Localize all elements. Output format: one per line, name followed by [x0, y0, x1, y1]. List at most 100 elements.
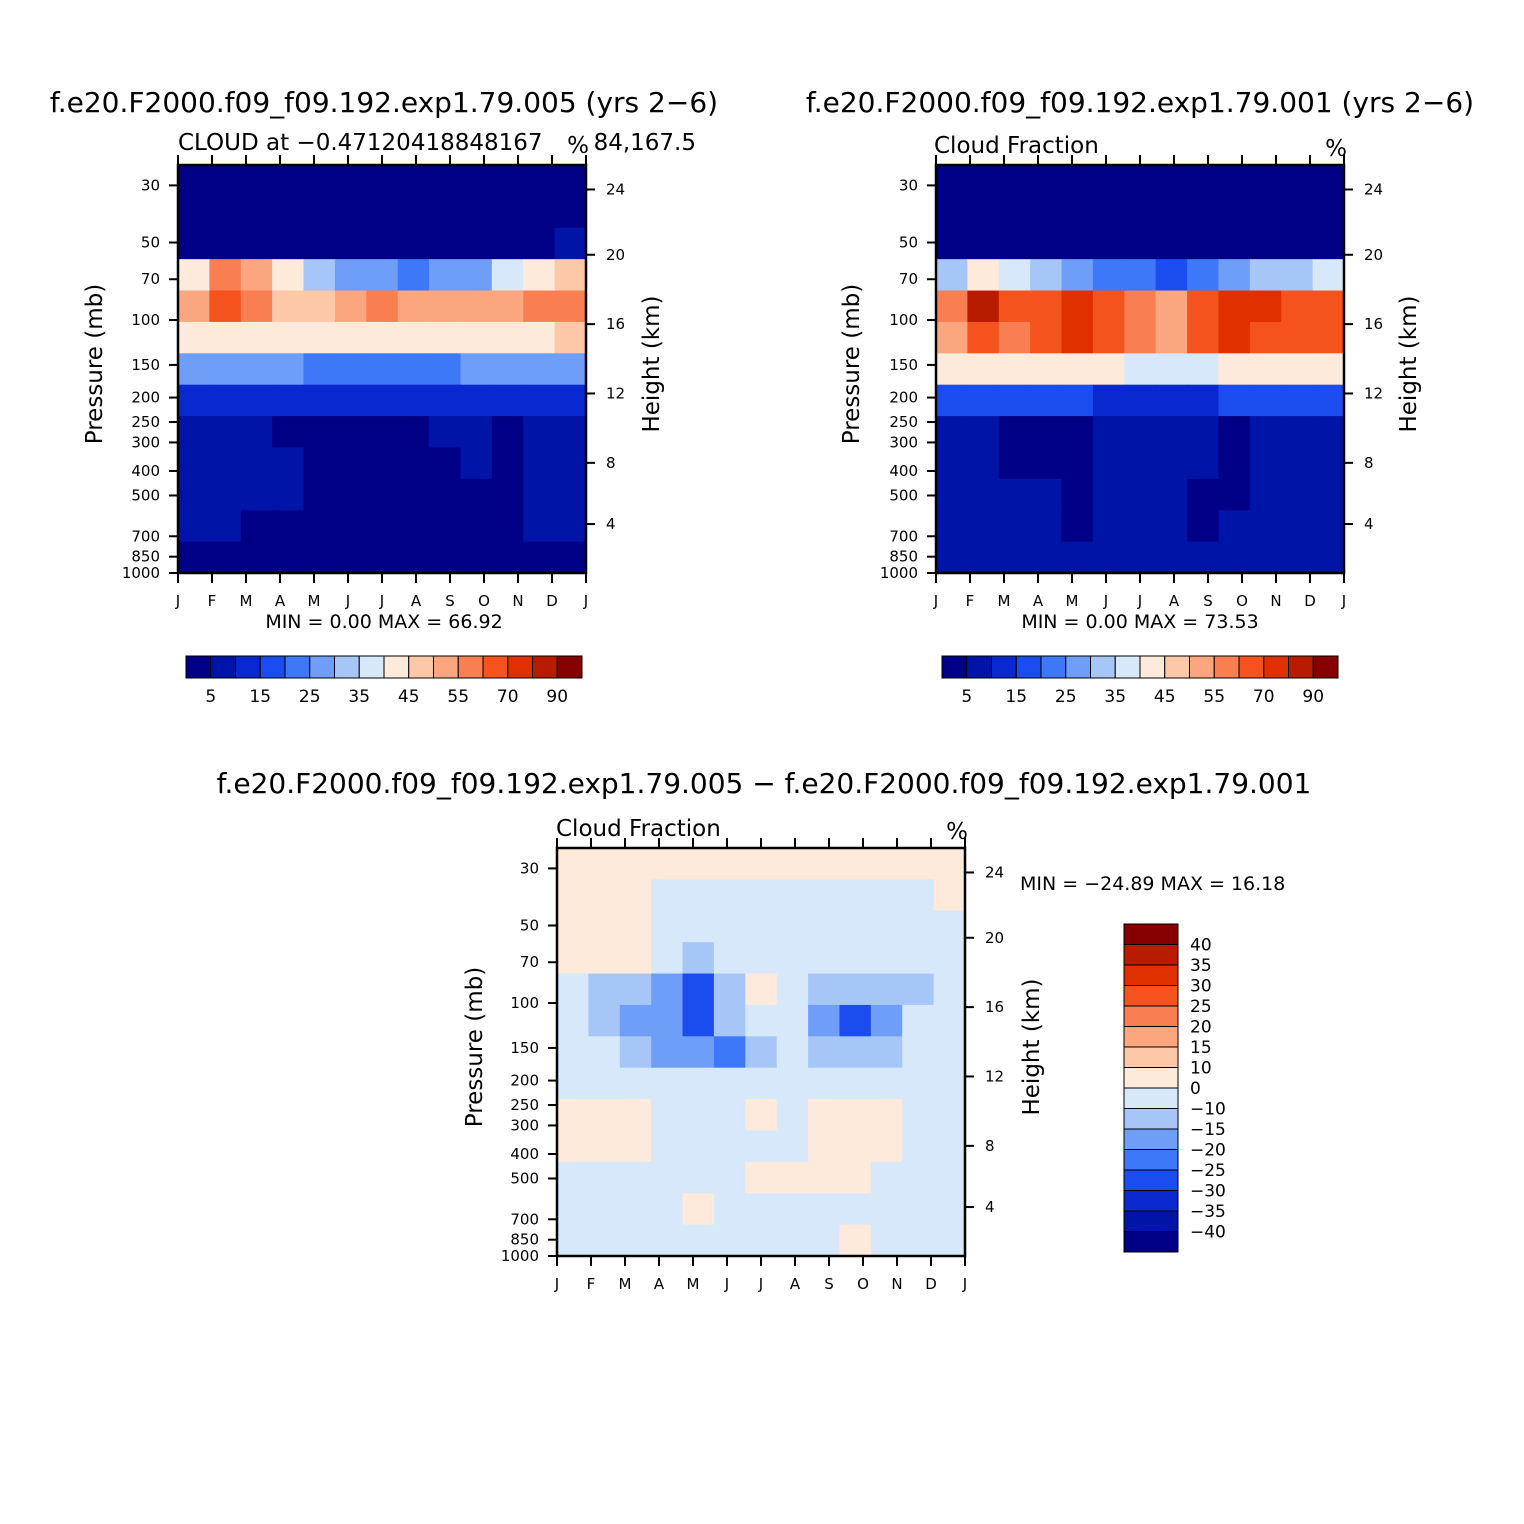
- contour-cell: [808, 1099, 841, 1132]
- contour-cell: [936, 384, 968, 417]
- contour-cell: [1092, 165, 1125, 197]
- contour-cell: [554, 321, 587, 354]
- contour-cell: [272, 478, 305, 511]
- colorbar-box: [1015, 655, 1042, 679]
- y2-axis-label: Height (km): [1396, 295, 1422, 432]
- contour-cell: [933, 1004, 966, 1037]
- contour-cell: [1281, 353, 1314, 386]
- x-tick-label: J: [724, 1275, 729, 1293]
- y-tick-label: 30: [520, 859, 539, 877]
- contour-cell: [1218, 165, 1251, 197]
- contour-cell: [366, 227, 399, 260]
- y-tick-label: 50: [899, 234, 918, 252]
- contour-cell: [1061, 165, 1094, 197]
- contour-cell: [776, 1193, 809, 1226]
- contour-cell: [1124, 384, 1157, 417]
- contour-cell: [209, 290, 242, 323]
- colorbar-box: [1312, 655, 1339, 679]
- contour-cell: [272, 384, 305, 417]
- contour-cell: [240, 510, 273, 543]
- contour-cell: [588, 1161, 621, 1194]
- colorbar-label: 15: [249, 687, 271, 707]
- contour-cell: [554, 447, 587, 480]
- contour-cell: [1030, 290, 1063, 323]
- y-tick-label: 150: [889, 356, 918, 374]
- contour-cell: [1061, 353, 1094, 386]
- contour-cell: [1124, 290, 1157, 323]
- contour-cell: [1124, 165, 1157, 197]
- contour-cell: [491, 510, 524, 543]
- colorbar-box: [309, 655, 335, 679]
- contour-cell: [334, 416, 367, 449]
- y-tick-label: 500: [889, 486, 918, 504]
- y-tick-label: 300: [510, 1116, 539, 1134]
- contour-cell: [1187, 384, 1220, 417]
- contour-cell: [839, 1004, 872, 1037]
- contour-cell: [1155, 259, 1188, 292]
- contour-cell: [1030, 510, 1063, 543]
- colorbar-box: [235, 655, 261, 679]
- contour-cell: [1187, 478, 1220, 511]
- contour-cell: [967, 510, 1000, 543]
- contour-cell: [1187, 290, 1220, 323]
- min-max-label: MIN = −24.89 MAX = 16.18: [1020, 873, 1285, 895]
- contour-cell: [303, 259, 336, 292]
- contour-cell: [554, 416, 587, 449]
- contour-cell: [651, 1099, 684, 1132]
- y2-tick-label: 24: [985, 863, 1004, 881]
- x-tick-label: A: [1033, 592, 1044, 610]
- y-tick-label: 1000: [122, 564, 160, 582]
- contour-cell: [808, 1130, 841, 1163]
- contour-cell: [808, 1067, 841, 1100]
- colorbar-box: [210, 655, 236, 679]
- x-tick-label: J: [1341, 592, 1346, 610]
- contour-cell: [870, 848, 903, 880]
- contour-cell: [1124, 321, 1157, 354]
- panel-difference: f.e20.F2000.f09_f09.192.exp1.79.005 − f.…: [217, 767, 1312, 1293]
- contour-cell: [1124, 416, 1157, 449]
- contour-cell: [1218, 196, 1251, 229]
- contour-cell: [1124, 510, 1157, 543]
- y-tick-label: 700: [131, 527, 160, 545]
- contour-cell: [523, 259, 556, 292]
- x-tick-label: A: [275, 592, 286, 610]
- x-tick-label: F: [208, 592, 217, 610]
- colorbar-box: [1123, 1190, 1179, 1212]
- contour-cell: [554, 290, 587, 323]
- contour-cell: [491, 227, 524, 260]
- colorbar-box: [556, 655, 583, 679]
- contour-cell: [334, 478, 367, 511]
- y-tick-label: 250: [510, 1096, 539, 1114]
- contour-cell: [839, 1161, 872, 1194]
- contour-cell: [1155, 510, 1188, 543]
- y-tick-label: 1000: [501, 1247, 539, 1265]
- y-tick-label: 1000: [880, 564, 918, 582]
- contour-cell: [808, 973, 841, 1006]
- contour-cell: [334, 165, 367, 197]
- contour-cell: [998, 196, 1031, 229]
- contour-cell: [682, 1130, 715, 1163]
- contour-cell: [334, 447, 367, 480]
- contour-cell: [397, 196, 430, 229]
- contour-cell: [1155, 384, 1188, 417]
- contour-cell: [619, 1004, 652, 1037]
- contour-cell: [1124, 196, 1157, 229]
- contour-cell: [1155, 227, 1188, 260]
- contour-cell: [682, 910, 715, 943]
- contour-cell: [1030, 259, 1063, 292]
- contour-cell: [713, 973, 746, 1006]
- x-tick-label: J: [379, 592, 384, 610]
- y-tick-label: 150: [510, 1039, 539, 1057]
- contour-cell: [619, 1224, 652, 1257]
- contour-cell: [839, 879, 872, 912]
- colorbar-box: [1090, 655, 1116, 679]
- x-tick-label: F: [966, 592, 975, 610]
- contour-cell: [1124, 447, 1157, 480]
- contour-cell: [334, 259, 367, 292]
- contour-cell: [491, 478, 524, 511]
- colorbar-label: −10: [1190, 1100, 1226, 1120]
- contour-cell: [557, 1036, 589, 1069]
- contour-cell: [936, 353, 968, 386]
- contour-cell: [397, 541, 430, 574]
- contour-cell: [1249, 259, 1282, 292]
